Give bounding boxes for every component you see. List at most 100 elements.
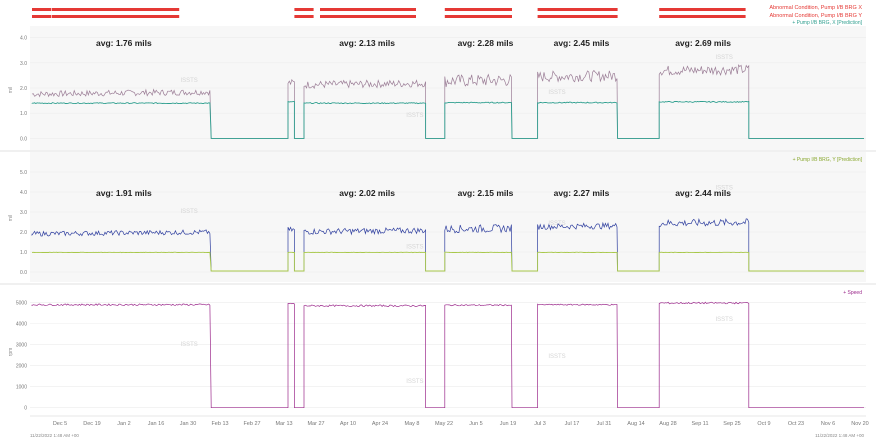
x-tick-label: Aug 28 [659,421,676,427]
y-tick-label: 5000 [16,301,27,307]
series-line-speed [31,301,864,409]
y-tick-label: 5.0 [20,170,27,176]
y-tick-label: 3.0 [20,61,27,67]
alarm-bar [537,15,618,18]
watermark: ISSTS [406,113,423,119]
x-tick-label: Sep 25 [723,421,740,427]
avg-annotation: avg: 1.76 mils [96,38,152,48]
x-tick-label: Jan 16 [148,421,165,427]
watermark: ISSTS [716,317,733,323]
legend-speed: + Speed [843,290,862,296]
watermark: ISSTS [406,245,423,251]
x-tick-label: Jul 31 [597,421,612,427]
x-tick-label: Mar 13 [275,421,292,427]
avg-annotation: avg: 2.28 mils [458,38,514,48]
watermark: ISSTS [180,78,197,84]
watermark: ISSTS [716,186,733,192]
x-tick-label: Oct 23 [788,421,804,427]
alarm-bar [659,8,746,11]
x-tick-label: Nov 6 [821,421,835,427]
x-tick-label: May 22 [435,421,453,427]
panel-bearing-x: + Pump I/B BRG, X [Prediction] mil 0.0 1.… [8,20,866,150]
avg-annotation: avg: 2.15 mils [458,188,514,198]
alarm-bar [32,15,52,18]
y-tick-label: 1.0 [20,111,27,117]
alarm-bar [294,8,314,11]
y-tick-label: 2000 [16,364,27,370]
y-tick-label: 4.0 [20,36,27,42]
alarm-bar [32,8,52,11]
avg-annotation: avg: 2.13 mils [339,38,395,48]
y-tick-label: 3000 [16,343,27,349]
y-axis-label-speed: rpm [8,348,14,357]
x-tick-label: Jun 5 [469,421,482,427]
x-tick-label: Apr 10 [340,421,356,427]
avg-annotation: avg: 1.91 mils [96,188,152,198]
series-line-pump-i-b-brg-x-prediction- [31,100,864,139]
avg-annotation: avg: 2.69 mils [675,38,731,48]
y-axis-label-x: mil [8,87,14,93]
panel-speed: + Speed rpm 0 1000 2000 3000 4000 5000 ISSTS IS… [8,286,866,416]
x-tick-label: Jan 30 [180,421,197,427]
alarm-bar [294,15,314,18]
watermark: ISSTS [548,221,565,227]
alarm-legend-y: Abnormal Condition, Pump I/B BRG Y [769,13,862,19]
alarm-legend: Abnormal Condition, Pump I/B BRG X Abnor… [769,5,862,19]
x-tick-label: Nov 20 [851,421,868,427]
x-tick-label: Jul 3 [534,421,546,427]
y-tick-label: 4.0 [20,190,27,196]
y-tick-label: 0 [24,406,27,412]
x-tick-label: Dec 5 [53,421,67,427]
panel-bearing-y-bg [30,152,866,282]
alarm-bar [444,15,512,18]
y-tick-label: 2.0 [20,230,27,236]
watermark: ISSTS [406,379,423,385]
x-tick-label: Oct 9 [757,421,770,427]
alarm-bar [51,8,180,11]
timestamp-start: 11/22/2022 1:48 AM +00 [30,433,79,438]
alarm-bar [444,8,512,11]
x-tick-label: Jan 2 [117,421,130,427]
panel-bearing-y: + Pump I/B BRG, Y [Prediction] mil 0.0 1.… [8,152,866,282]
y-tick-label: 1000 [16,385,27,391]
x-tick-label: Sep 11 [691,421,708,427]
panel-speed-bg [30,286,866,416]
x-tick-label: Aug 14 [627,421,644,427]
y-axis-label-y: mil [8,215,14,221]
y-tick-label: 1.0 [20,250,27,256]
timestamp-end: 11/22/2022 1:48 AM +00 [815,433,864,438]
alarm-bars [32,8,746,18]
watermark: ISSTS [716,55,733,61]
alarm-legend-x: Abnormal Condition, Pump I/B BRG X [769,5,862,11]
avg-annotation: avg: 2.45 mils [554,38,610,48]
x-tick-label: Jul 17 [565,421,580,427]
watermark: ISSTS [180,209,197,215]
y-tick-label: 2.0 [20,86,27,92]
y-tick-label: 3.0 [20,210,27,216]
legend-x-prediction: + Pump I/B BRG, X [Prediction] [792,20,862,26]
x-tick-label: Feb 27 [243,421,260,427]
alarm-bar [51,15,180,18]
alarm-bar [320,15,416,18]
alarm-bar [659,15,746,18]
series-line-pump-i-b-brg-y-prediction- [31,251,864,272]
avg-annotation: avg: 2.27 mils [554,188,610,198]
x-tick-label: Jun 19 [500,421,517,427]
y-tick-label: 0.0 [20,136,27,142]
x-axis: Dec 5 Dec 19 Jan 2 Jan 16 Jan 30 Feb 13 Feb 27… [30,415,869,427]
legend-y-prediction: + Pump I/B BRG, Y [Prediction] [793,157,863,163]
watermark: ISSTS [180,342,197,348]
x-tick-label: Feb 13 [211,421,228,427]
x-tick-label: Mar 27 [307,421,324,427]
y-tick-label: 4000 [16,322,27,328]
y-tick-label: 0.0 [20,270,27,276]
avg-annotation: avg: 2.44 mils [675,188,731,198]
avg-annotation: avg: 2.02 mils [339,188,395,198]
alarm-bar [320,8,416,11]
watermark: ISSTS [548,90,565,96]
x-tick-label: Dec 19 [83,421,100,427]
x-tick-label: Apr 24 [372,421,388,427]
watermark: ISSTS [548,354,565,360]
x-tick-label: May 8 [405,421,420,427]
